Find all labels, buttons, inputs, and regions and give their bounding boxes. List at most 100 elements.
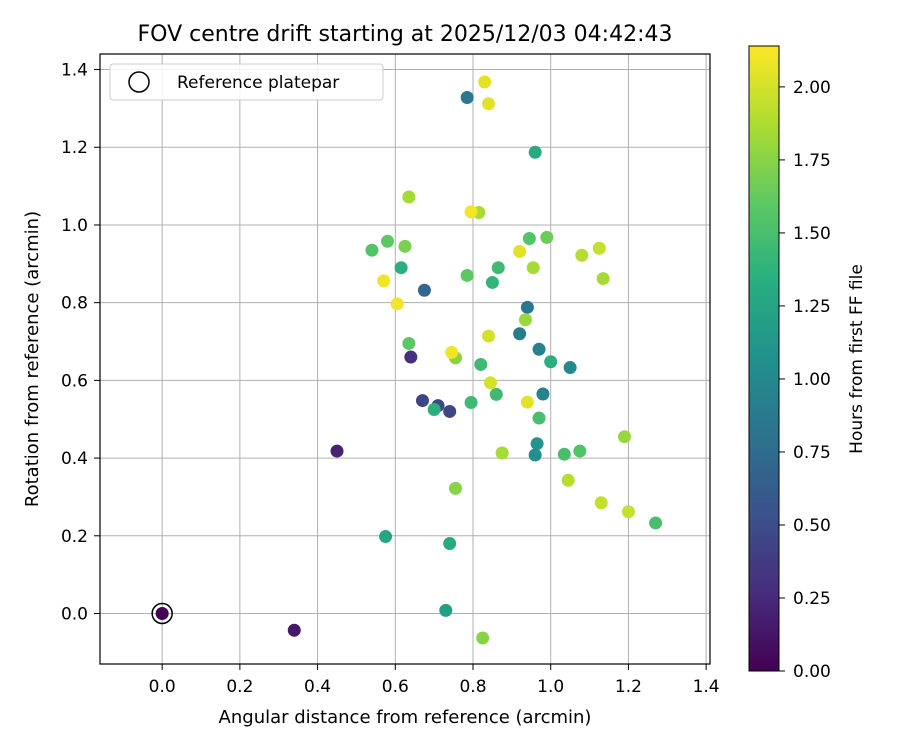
colorbar-tick-label: 1.50 bbox=[793, 224, 831, 244]
data-point bbox=[483, 376, 497, 390]
x-tick-label: 0.8 bbox=[459, 677, 486, 697]
data-point bbox=[427, 403, 441, 417]
data-point bbox=[520, 300, 534, 314]
legend: Reference platepar bbox=[109, 63, 384, 101]
colorbar-tick-label: 1.00 bbox=[793, 370, 831, 390]
data-point bbox=[365, 243, 379, 257]
x-tick-label: 0.2 bbox=[226, 677, 253, 697]
data-point bbox=[573, 444, 587, 458]
data-point bbox=[474, 357, 488, 371]
y-tick-label: 0.6 bbox=[61, 371, 88, 391]
y-ticks: 0.0 0.2 0.4 0.6 0.8 1.0 1.2 1.4 bbox=[61, 61, 100, 624]
reference-point-marker bbox=[151, 602, 173, 625]
reference-point-group bbox=[151, 602, 173, 625]
data-point bbox=[464, 396, 478, 410]
y-tick-label: 0.2 bbox=[61, 527, 88, 547]
data-point bbox=[390, 297, 404, 311]
legend-box bbox=[109, 63, 384, 101]
colorbar-tick-label: 1.75 bbox=[793, 151, 831, 171]
colorbar-tick-label: 1.25 bbox=[793, 297, 831, 317]
data-point bbox=[491, 261, 505, 275]
legend-label: Reference platepar bbox=[177, 73, 339, 93]
chart-title: FOV centre drift starting at 2025/12/03 … bbox=[138, 22, 673, 47]
y-grid bbox=[100, 69, 710, 614]
data-point bbox=[513, 244, 527, 258]
data-point bbox=[330, 444, 344, 458]
data-point bbox=[381, 234, 395, 248]
data-point bbox=[528, 448, 542, 462]
data-point bbox=[287, 623, 301, 637]
colorbar-tick-label: 0.00 bbox=[793, 662, 831, 682]
x-ticks: 0.0 0.2 0.4 0.6 0.8 1.0 1.2 1.4 bbox=[149, 664, 720, 697]
data-point bbox=[618, 430, 632, 444]
data-point bbox=[398, 239, 412, 253]
data-point bbox=[464, 205, 478, 219]
y-tick-label: 1.2 bbox=[61, 138, 88, 158]
data-point bbox=[544, 355, 558, 369]
data-point bbox=[485, 275, 499, 289]
colorbar-tick-label: 0.50 bbox=[793, 516, 831, 536]
colorbar-tick-label: 0.75 bbox=[793, 443, 831, 463]
data-point bbox=[621, 505, 635, 519]
data-point bbox=[155, 606, 169, 620]
x-tick-label: 0.0 bbox=[149, 677, 176, 697]
x-tick-label: 0.6 bbox=[382, 677, 409, 697]
x-tick-label: 1.0 bbox=[537, 677, 564, 697]
y-tick-label: 0.8 bbox=[61, 294, 88, 314]
data-point bbox=[575, 248, 589, 262]
y-axis-label: Rotation from reference (arcmin) bbox=[22, 211, 43, 507]
data-point bbox=[460, 268, 474, 282]
plot-frame bbox=[99, 53, 711, 665]
legend-marker-icon bbox=[128, 71, 150, 93]
data-point bbox=[445, 345, 459, 359]
data-point bbox=[592, 241, 606, 255]
x-axis-label: Angular distance from reference (arcmin) bbox=[219, 707, 592, 728]
data-point bbox=[482, 329, 496, 343]
data-point bbox=[417, 283, 431, 297]
data-point bbox=[415, 394, 429, 408]
colorbar-label: Hours from first FF file bbox=[847, 264, 867, 454]
data-point bbox=[443, 404, 457, 418]
data-point bbox=[563, 361, 577, 375]
data-point bbox=[526, 261, 540, 275]
data-point bbox=[596, 272, 610, 286]
data-point bbox=[495, 446, 509, 460]
y-tick-label: 0.0 bbox=[61, 604, 88, 624]
data-point bbox=[532, 411, 546, 425]
data-point bbox=[402, 190, 416, 204]
y-tick-label: 1.0 bbox=[61, 216, 88, 236]
data-point bbox=[520, 395, 534, 409]
scatter-points bbox=[155, 75, 663, 645]
data-point bbox=[482, 97, 496, 111]
data-point bbox=[377, 274, 391, 288]
data-point bbox=[536, 387, 550, 401]
data-point bbox=[449, 481, 463, 495]
y-tick-label: 1.4 bbox=[61, 61, 88, 81]
colorbar-gradient bbox=[748, 45, 780, 672]
data-point bbox=[594, 496, 608, 510]
data-point bbox=[404, 350, 418, 364]
colorbar-tick-label: 2.00 bbox=[793, 78, 831, 98]
x-grid bbox=[161, 54, 707, 664]
colorbar-ticks: 0.00 0.25 0.50 0.75 1.00 1.25 1.50 1.75 2.00 bbox=[779, 78, 831, 682]
data-point bbox=[443, 537, 457, 551]
data-point bbox=[518, 313, 532, 327]
data-point bbox=[530, 437, 544, 451]
data-point bbox=[561, 473, 575, 487]
y-tick-label: 0.4 bbox=[61, 449, 88, 469]
colorbar: 0.00 0.25 0.50 0.75 1.00 1.25 1.50 1.75 2.00 Hou… bbox=[748, 45, 867, 682]
data-point bbox=[489, 387, 503, 401]
data-point bbox=[460, 91, 474, 105]
data-point bbox=[557, 447, 571, 461]
data-point bbox=[476, 631, 490, 645]
x-tick-label: 1.4 bbox=[693, 677, 720, 697]
data-point bbox=[532, 342, 546, 356]
data-point bbox=[394, 261, 408, 275]
x-tick-label: 1.2 bbox=[615, 677, 642, 697]
data-point bbox=[528, 145, 542, 159]
data-point bbox=[478, 75, 492, 89]
data-point bbox=[439, 603, 453, 617]
data-point bbox=[379, 530, 393, 544]
data-point bbox=[522, 232, 536, 246]
